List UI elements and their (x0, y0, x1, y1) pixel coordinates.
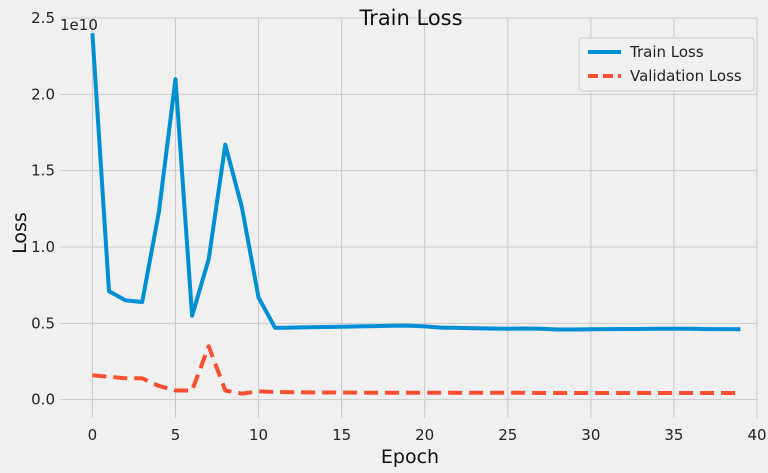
y-tick-label: 0.0 (31, 391, 55, 409)
chart-title: Train Loss (358, 6, 462, 30)
series-line-validation-loss (92, 344, 741, 396)
x-tick-label: 5 (171, 426, 181, 444)
y-offset-text: 1e10 (60, 16, 98, 34)
y-axis-label: Loss (9, 212, 31, 254)
legend-label-validation: Validation Loss (630, 67, 742, 85)
x-tick-label: 15 (332, 426, 351, 444)
legend-label-train: Train Loss (629, 43, 704, 61)
series-lines (90, 33, 741, 396)
tick-labels: 0 5 10 15 20 25 30 35 40 0.0 0.5 1.0 1.5 2.0 2.5 (31, 9, 766, 444)
x-tick-label: 10 (249, 426, 268, 444)
y-tick-label: 2.0 (31, 85, 55, 103)
x-tick-label: 20 (415, 426, 434, 444)
y-tick-label: 2.5 (31, 9, 55, 27)
legend: Train Loss Validation Loss (578, 37, 755, 92)
y-tick-label: 0.5 (31, 314, 55, 332)
series-line-train-loss (90, 33, 741, 332)
y-tick-label: 1.5 (31, 162, 55, 180)
x-tick-label: 25 (498, 426, 517, 444)
x-axis-label: Epoch (381, 446, 439, 468)
x-tick-label: 0 (88, 426, 98, 444)
x-tick-label: 30 (581, 426, 600, 444)
x-tick-label: 35 (664, 426, 683, 444)
legend-box (578, 37, 755, 92)
y-tick-label: 1.0 (31, 238, 55, 256)
grid-lines (60, 17, 758, 418)
x-tick-label: 40 (747, 426, 766, 444)
